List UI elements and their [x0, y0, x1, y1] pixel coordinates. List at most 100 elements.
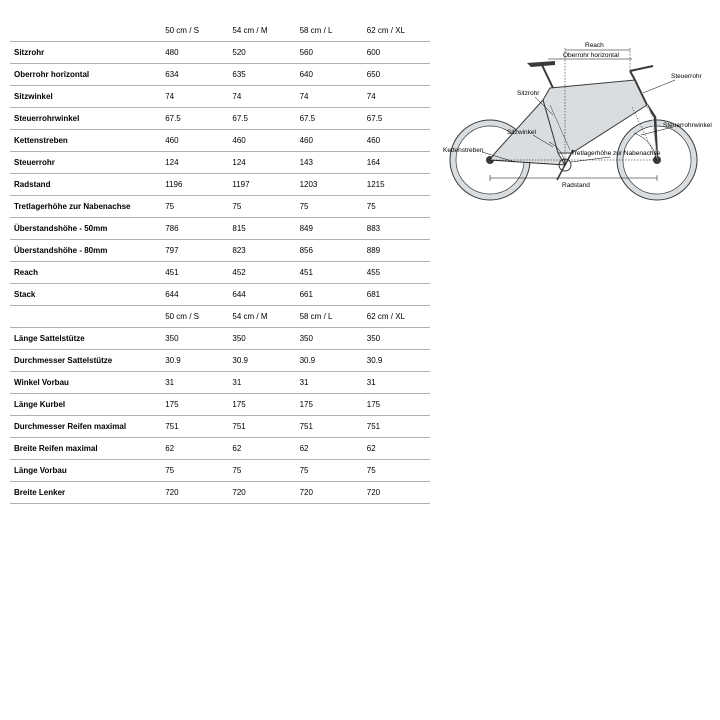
- table-row: Durchmesser Reifen maximal751751751751: [10, 416, 430, 438]
- row-value: 451: [296, 262, 363, 284]
- row-value: 74: [296, 86, 363, 108]
- row-value: 720: [296, 482, 363, 504]
- row-value: 720: [228, 482, 295, 504]
- row-value: 143: [296, 152, 363, 174]
- table-row: Stack644644661681: [10, 284, 430, 306]
- row-label: Breite Lenker: [10, 482, 161, 504]
- table-row: Reach451452451455: [10, 262, 430, 284]
- tables-container: 50 cm / S 54 cm / M 58 cm / L 62 cm / XL…: [10, 20, 430, 504]
- table-row: Länge Vorbau75757575: [10, 460, 430, 482]
- row-value: 460: [363, 130, 430, 152]
- row-value: 350: [363, 328, 430, 350]
- row-value: 67.5: [161, 108, 228, 130]
- row-value: 75: [363, 196, 430, 218]
- diag-label-sitzwinkel: Sitzwinkel: [507, 129, 536, 136]
- row-value: 75: [296, 196, 363, 218]
- row-label: Steuerrohr: [10, 152, 161, 174]
- size-header: 62 cm / XL: [363, 20, 430, 42]
- row-value: 883: [363, 218, 430, 240]
- row-value: 31: [228, 372, 295, 394]
- row-label: Sitzrohr: [10, 42, 161, 64]
- row-value: 889: [363, 240, 430, 262]
- row-label: Steuerrohrwinkel: [10, 108, 161, 130]
- diag-label-oberrohr: Oberrohr horizontal: [563, 52, 620, 59]
- row-value: 460: [228, 130, 295, 152]
- table-row: Steuerrohrwinkel67.567.567.567.5: [10, 108, 430, 130]
- row-value: 1197: [228, 174, 295, 196]
- row-value: 452: [228, 262, 295, 284]
- row-value: 31: [296, 372, 363, 394]
- row-value: 350: [296, 328, 363, 350]
- table-row: Überstandshöhe - 80mm797823856889: [10, 240, 430, 262]
- table-row: Kettenstreben460460460460: [10, 130, 430, 152]
- table-row: Durchmesser Sattelstütze30.930.930.930.9: [10, 350, 430, 372]
- row-label: Durchmesser Sattelstütze: [10, 350, 161, 372]
- row-value: 175: [161, 394, 228, 416]
- row-value: 175: [228, 394, 295, 416]
- row-value: 350: [228, 328, 295, 350]
- diag-label-kettenstreben: Kettenstreben: [443, 147, 484, 154]
- row-value: 75: [296, 460, 363, 482]
- row-label: Stack: [10, 284, 161, 306]
- size-header: 54 cm / M: [228, 306, 295, 328]
- row-value: 30.9: [363, 350, 430, 372]
- row-value: 640: [296, 64, 363, 86]
- row-label: Oberrohr horizontal: [10, 64, 161, 86]
- row-value: 786: [161, 218, 228, 240]
- row-value: 30.9: [161, 350, 228, 372]
- row-value: 634: [161, 64, 228, 86]
- size-header: 58 cm / L: [296, 306, 363, 328]
- row-value: 560: [296, 42, 363, 64]
- row-value: 644: [228, 284, 295, 306]
- saddle-icon: [527, 61, 555, 67]
- row-value: 520: [228, 42, 295, 64]
- row-value: 62: [161, 438, 228, 460]
- row-label: Breite Reifen maximal: [10, 438, 161, 460]
- row-value: 856: [296, 240, 363, 262]
- size-header: 50 cm / S: [161, 306, 228, 328]
- row-value: 849: [296, 218, 363, 240]
- row-value: 124: [228, 152, 295, 174]
- diag-label-tretlager: Tretlagerhöhe zur Nabenachse: [571, 150, 661, 157]
- seatpost-icon: [541, 63, 553, 88]
- row-value: 797: [161, 240, 228, 262]
- table-row: Überstandshöhe - 50mm786815849883: [10, 218, 430, 240]
- row-value: 62: [228, 438, 295, 460]
- diag-label-steuerrohr: Steuerrohr: [671, 73, 703, 80]
- row-value: 751: [161, 416, 228, 438]
- row-label: Länge Sattelstütze: [10, 328, 161, 350]
- table-row: Tretlagerhöhe zur Nabenachse75757575: [10, 196, 430, 218]
- diag-label-sitzrohr: Sitzrohr: [517, 90, 540, 97]
- row-label: Kettenstreben: [10, 130, 161, 152]
- table-row: Oberrohr horizontal634635640650: [10, 64, 430, 86]
- row-value: 823: [228, 240, 295, 262]
- size-header: 62 cm / XL: [363, 306, 430, 328]
- row-label: Winkel Vorbau: [10, 372, 161, 394]
- table-row: Breite Reifen maximal62626262: [10, 438, 430, 460]
- row-value: 175: [296, 394, 363, 416]
- row-label: Länge Vorbau: [10, 460, 161, 482]
- row-value: 67.5: [296, 108, 363, 130]
- row-value: 31: [363, 372, 430, 394]
- row-value: 31: [161, 372, 228, 394]
- row-value: 751: [296, 416, 363, 438]
- row-value: 815: [228, 218, 295, 240]
- row-value: 75: [161, 460, 228, 482]
- row-label: Durchmesser Reifen maximal: [10, 416, 161, 438]
- row-value: 62: [363, 438, 430, 460]
- handlebar-icon: [630, 66, 653, 71]
- row-value: 30.9: [228, 350, 295, 372]
- row-value: 67.5: [228, 108, 295, 130]
- size-header: 50 cm / S: [161, 20, 228, 42]
- row-value: 75: [161, 196, 228, 218]
- component-table: 50 cm / S 54 cm / M 58 cm / L 62 cm / XL…: [10, 306, 430, 504]
- row-value: 75: [228, 460, 295, 482]
- row-value: 751: [228, 416, 295, 438]
- row-value: 350: [161, 328, 228, 350]
- row-value: 74: [363, 86, 430, 108]
- row-value: 720: [363, 482, 430, 504]
- row-value: 635: [228, 64, 295, 86]
- row-value: 62: [296, 438, 363, 460]
- row-value: 1203: [296, 174, 363, 196]
- row-label: Sitzwinkel: [10, 86, 161, 108]
